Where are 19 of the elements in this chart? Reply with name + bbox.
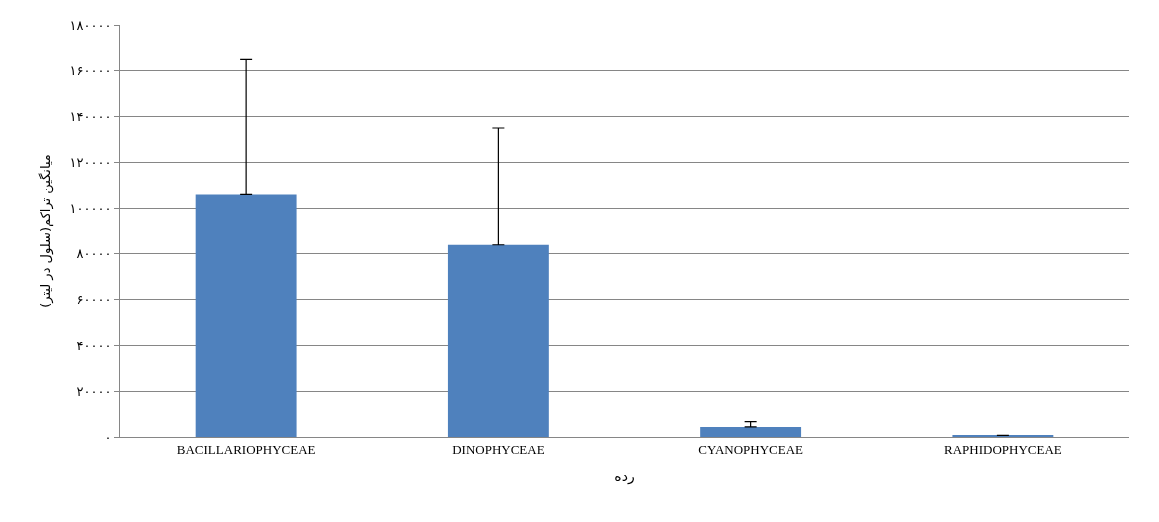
bar: [447, 244, 549, 437]
y-tick-label: ۶۰۰۰۰: [76, 292, 112, 308]
bar: [700, 426, 802, 437]
y-tick-label: ۰: [104, 429, 112, 445]
y-tick-label: ۲۰۰۰۰: [76, 383, 112, 399]
x-axis-title: رده: [614, 467, 635, 485]
y-tick-label: ۱۶۰۰۰۰: [69, 63, 112, 79]
x-tick-label: RAPHIDOPHYCEAE: [944, 441, 1062, 457]
y-axis-title: میانگین تراکم(سلول در لیتر): [38, 154, 55, 308]
y-tick-label: ۸۰۰۰۰: [76, 246, 112, 262]
y-tick-label: ۱۸۰۰۰۰: [69, 17, 112, 33]
x-tick-label: BACILLARIOPHYCEAE: [176, 441, 316, 457]
y-tick-label: ۱۰۰۰۰۰: [69, 200, 112, 216]
y-tick-label: ۱۴۰۰۰۰: [69, 109, 112, 125]
bar: [195, 194, 297, 437]
x-tick-label: CYANOPHYCEAE: [698, 441, 804, 457]
y-tick-label: ۱۲۰۰۰۰: [69, 154, 112, 170]
x-tick-label: DINOPHYCEAE: [452, 441, 545, 457]
y-tick-label: ۴۰۰۰۰: [76, 337, 112, 353]
